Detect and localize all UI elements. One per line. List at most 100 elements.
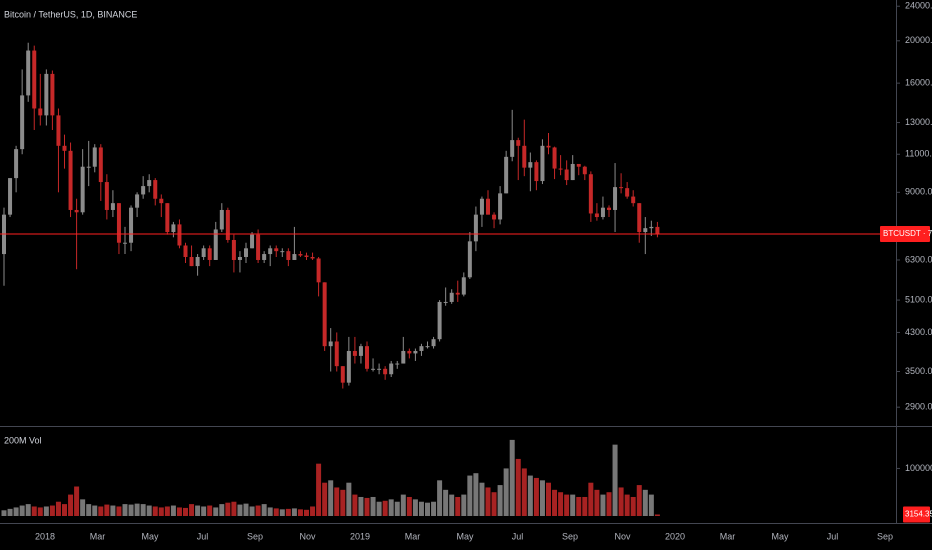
last-volume-box bbox=[903, 506, 930, 523]
volume-bar bbox=[636, 485, 642, 516]
candle-body bbox=[540, 145, 545, 182]
volume-bar bbox=[201, 506, 207, 516]
candle-body bbox=[80, 166, 85, 213]
candle-body bbox=[352, 350, 357, 356]
volume-bar bbox=[207, 505, 213, 516]
candle-body bbox=[510, 140, 515, 157]
candle-body bbox=[322, 282, 327, 347]
volume-bar bbox=[358, 496, 364, 516]
volume-bar bbox=[86, 504, 92, 516]
candle-body bbox=[582, 166, 587, 175]
volume-bar bbox=[110, 505, 116, 516]
volume-bar bbox=[80, 499, 86, 516]
volume-bar bbox=[594, 489, 600, 516]
candle-body bbox=[383, 368, 388, 375]
volume-bar bbox=[68, 494, 74, 516]
volume-bar bbox=[576, 496, 582, 516]
volume-bar bbox=[219, 504, 225, 516]
candle-body bbox=[504, 156, 509, 194]
candle-body bbox=[292, 254, 297, 260]
candle-body bbox=[431, 339, 436, 347]
vol-y-tick-label: 100000.00 bbox=[905, 463, 932, 473]
x-tick-label: Sep bbox=[247, 531, 263, 541]
volume-bar bbox=[642, 489, 648, 516]
volume-bar bbox=[346, 482, 352, 516]
volume-bar bbox=[92, 505, 98, 516]
candle-body bbox=[26, 50, 31, 96]
volume-bar bbox=[564, 494, 570, 516]
volume-bar bbox=[213, 507, 219, 516]
candle-body bbox=[256, 234, 261, 260]
y-tick-label: 20000.00 bbox=[905, 35, 932, 45]
x-tick-label: Nov bbox=[299, 531, 316, 541]
volume-bar bbox=[98, 506, 104, 516]
candle-body bbox=[564, 169, 569, 181]
volume-bar bbox=[364, 497, 370, 516]
candle-body bbox=[401, 350, 406, 364]
candle-body bbox=[389, 363, 394, 375]
volume-bar bbox=[527, 475, 533, 516]
candle-body bbox=[201, 248, 206, 257]
candle-body bbox=[177, 224, 182, 246]
volume-bar bbox=[152, 506, 158, 516]
candle-body bbox=[473, 214, 478, 242]
volume-bar bbox=[606, 492, 612, 516]
volume-bar bbox=[310, 506, 316, 516]
candle-body bbox=[407, 350, 412, 354]
volume-bar bbox=[455, 496, 461, 516]
candle-body bbox=[147, 180, 152, 187]
candle-body bbox=[328, 341, 333, 347]
volume-bar bbox=[49, 505, 55, 516]
y-tick-label: 9000.00 bbox=[905, 187, 932, 197]
volume-bar bbox=[539, 480, 545, 516]
volume-bar bbox=[122, 504, 128, 516]
candle-body bbox=[244, 248, 248, 257]
y-tick-label: 6300.00 bbox=[905, 254, 932, 264]
candle-body bbox=[377, 368, 382, 370]
x-tick-label: Mar bbox=[720, 531, 736, 541]
volume-bar bbox=[243, 503, 249, 516]
volume-bar bbox=[255, 505, 261, 516]
last-price-box bbox=[880, 226, 930, 243]
candle-body bbox=[68, 150, 73, 210]
candle-body bbox=[516, 140, 521, 146]
volume-bar bbox=[654, 514, 660, 516]
x-tick-label: Nov bbox=[614, 531, 631, 541]
volume-bar bbox=[164, 506, 170, 516]
y-tick-label: 13000.00 bbox=[905, 117, 932, 127]
candle-body bbox=[413, 350, 418, 354]
x-tick-label: Jul bbox=[197, 531, 209, 541]
volume-bar bbox=[431, 501, 437, 516]
x-tick-label: Mar bbox=[405, 531, 421, 541]
volume-bar bbox=[382, 500, 388, 516]
volume-bar bbox=[267, 507, 273, 516]
volume-bar bbox=[146, 505, 152, 516]
candle-body bbox=[195, 256, 200, 267]
x-tick-label: May bbox=[456, 531, 474, 541]
last-price-label: BTCUSDT · 7223.32 bbox=[883, 229, 932, 238]
volume-bar bbox=[618, 487, 624, 516]
volume-bar bbox=[1, 510, 7, 516]
volume-bar bbox=[55, 501, 61, 516]
volume-bar bbox=[176, 507, 182, 516]
x-tick-label: 2018 bbox=[35, 531, 55, 541]
candle-body bbox=[558, 168, 563, 170]
candle-body bbox=[141, 186, 146, 195]
candle-body bbox=[62, 145, 67, 151]
candle-body bbox=[607, 207, 611, 210]
candle-body bbox=[32, 50, 37, 109]
volume-bar bbox=[388, 499, 394, 516]
volume-bar bbox=[406, 496, 412, 516]
volume-bar bbox=[62, 504, 67, 516]
volume-bar bbox=[425, 502, 430, 516]
volume-bar bbox=[225, 502, 231, 516]
volume-bar bbox=[7, 508, 13, 516]
candle-body bbox=[365, 346, 369, 369]
candle-body bbox=[637, 203, 642, 233]
volume-bar bbox=[279, 509, 285, 516]
candle-body bbox=[600, 207, 605, 218]
candle-body bbox=[334, 341, 339, 367]
